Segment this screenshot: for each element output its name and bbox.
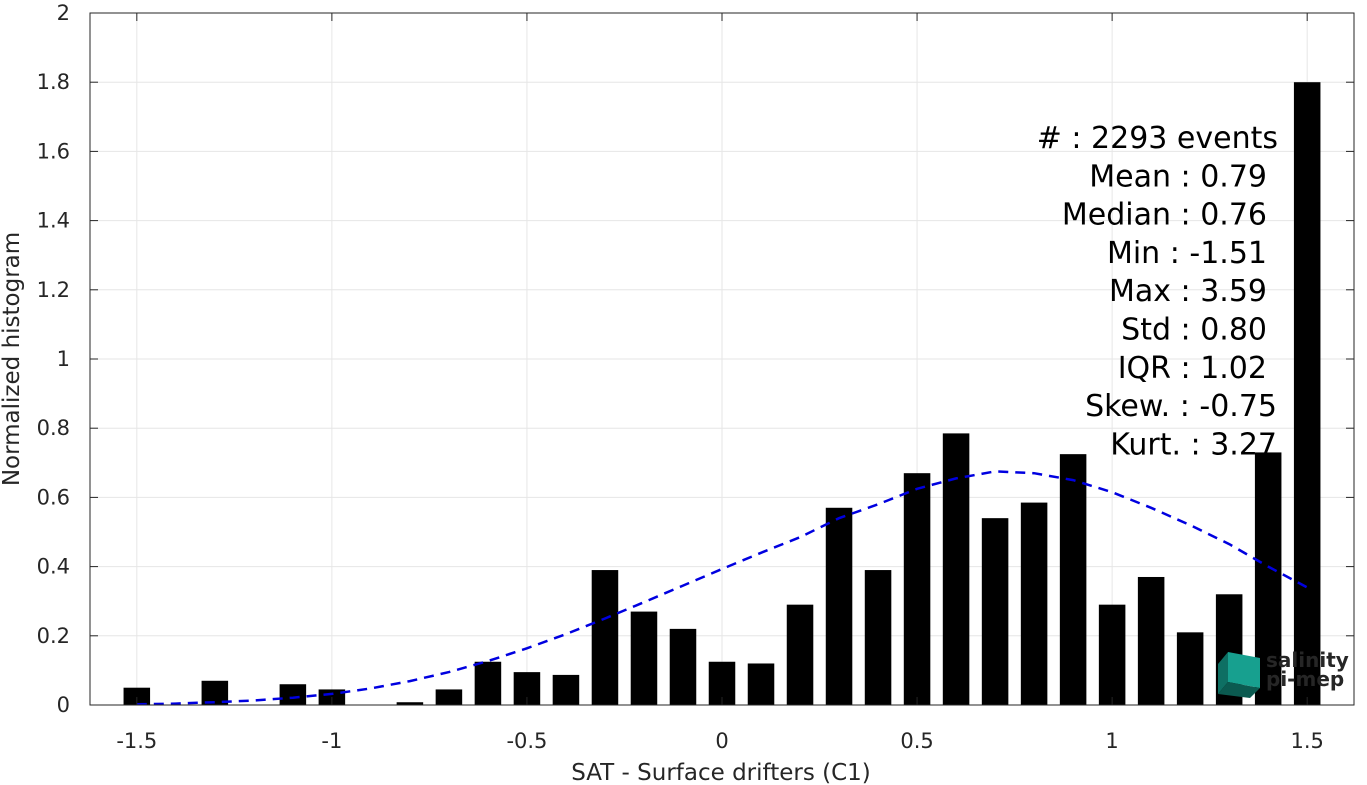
y-tick-label: 0.6 [37, 485, 70, 509]
logo-text-salinity: salinity [1266, 648, 1349, 672]
histogram-bar [279, 684, 307, 705]
stat-annotation: Median : 0.76 [1062, 198, 1267, 233]
x-tick-label: 0.5 [900, 729, 933, 753]
salinity-pimep-logo: salinity pi-mep [1218, 648, 1349, 698]
stat-annotation: Max : 3.59 [1109, 274, 1267, 309]
x-tick-label: 1 [1105, 729, 1118, 753]
logo-cube-icon [1218, 652, 1260, 698]
y-tick-label: 0.8 [37, 416, 70, 440]
histogram-bar [1176, 632, 1204, 705]
histogram-bar [1059, 454, 1087, 705]
histogram-bar [591, 570, 619, 705]
fit-curve-layer [136, 470, 1308, 706]
stat-annotation: # : 2293 events [1037, 121, 1278, 156]
histogram-bar [864, 570, 892, 705]
histogram-bar [747, 663, 775, 705]
y-tick-label: 1 [57, 347, 70, 371]
y-tick-label: 0.2 [37, 624, 70, 648]
stat-annotation: IQR : 1.02 [1118, 351, 1267, 386]
histogram-bar [630, 611, 658, 705]
histogram-bar [942, 433, 970, 705]
x-tick-label: -1.5 [116, 729, 157, 753]
histogram-bar [786, 604, 814, 705]
axes [89, 12, 1355, 706]
y-tick-label: 0.4 [37, 555, 70, 579]
histogram-bar [1137, 576, 1165, 705]
x-tick-label: -1 [321, 729, 342, 753]
histogram-bar [1020, 502, 1048, 705]
histogram-bar [669, 628, 697, 705]
stat-annotation: Mean : 0.79 [1089, 159, 1267, 194]
histogram-bar [123, 687, 151, 705]
y-tick-label: 0 [57, 693, 70, 717]
y-tick-label: 1.6 [37, 139, 70, 163]
histogram-bar [825, 507, 853, 705]
histogram-bar [474, 661, 502, 705]
histogram-bars [123, 82, 1321, 705]
histogram-bar [1293, 82, 1321, 705]
tick-labels: -1.5 -1 -0.5 0 0.5 1 1.5 0 0.2 0.4 0.6 0.8 1 1.2 1.4 1.… [37, 1, 1324, 753]
y-tick-label: 2 [57, 1, 70, 25]
histogram-bar [396, 702, 424, 705]
stat-annotation: Kurt. : 3.27 [1110, 427, 1277, 462]
y-tick-label: 1.4 [37, 209, 70, 233]
histogram-bar [1098, 604, 1126, 705]
fit-curve [136, 470, 1308, 706]
stat-annotation: Min : -1.51 [1107, 236, 1267, 271]
x-tick-label: 1.5 [1290, 729, 1323, 753]
y-axis-title: Normalized histogram [0, 232, 25, 486]
stat-annotation: Skew. : -0.75 [1085, 389, 1277, 424]
histogram-bar [903, 473, 931, 705]
x-axis-title: SAT - Surface drifters (C1) [571, 760, 871, 785]
stat-annotation: Std : 0.80 [1121, 313, 1267, 348]
y-tick-label: 1.2 [37, 278, 70, 302]
y-tick-label: 1.8 [37, 70, 70, 94]
histogram-bar [981, 518, 1009, 705]
x-tick-label: -0.5 [506, 729, 547, 753]
logo-text-pimep: pi-mep [1266, 667, 1344, 691]
histogram-bar [435, 689, 463, 705]
histogram-bar [552, 674, 580, 705]
x-tick-label: 0 [715, 729, 728, 753]
